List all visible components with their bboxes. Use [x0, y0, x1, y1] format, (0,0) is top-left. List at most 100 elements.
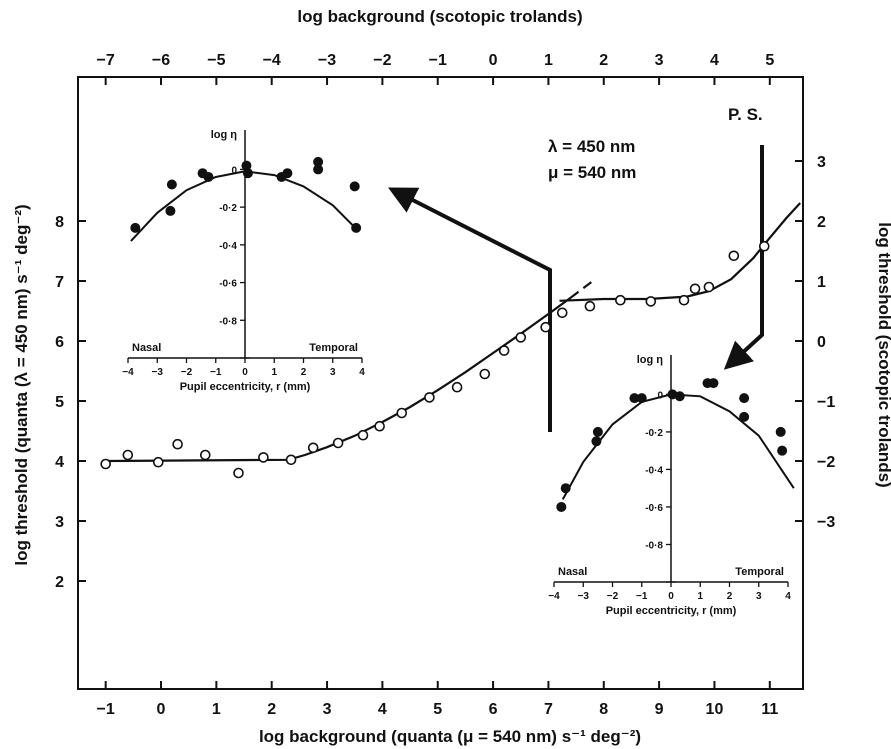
- inset-data-point: [130, 222, 141, 233]
- inset-x-tick-label: −3: [578, 591, 590, 602]
- inset-data-point: [777, 445, 788, 456]
- inset-y-tick-label: -0·2: [219, 203, 237, 214]
- y-tick-label: 5: [55, 394, 64, 411]
- top-tick-label: 5: [765, 52, 774, 69]
- threshold-data-point: [233, 467, 244, 479]
- template-fit-curve: [105, 296, 572, 463]
- threshold-data-point: [100, 458, 111, 470]
- inset-data-point: [242, 168, 253, 179]
- inset-data-point: [313, 156, 324, 167]
- background-wavelength-annotation: μ = 540 nm: [548, 163, 636, 182]
- inset-y-tick-label: -0·4: [645, 465, 663, 476]
- threshold-data-point: [307, 442, 319, 454]
- threshold-data-point: [584, 300, 596, 312]
- right-tick-label: 3: [817, 154, 826, 171]
- inset-x-tick-label: 4: [785, 591, 791, 602]
- threshold-data-point: [678, 294, 690, 306]
- inset-x-tick-label: −3: [152, 367, 164, 378]
- threshold-data-point: [615, 294, 626, 306]
- y-tick-label: 4: [55, 454, 64, 471]
- inset-data-point: [775, 426, 786, 437]
- inset-x-axis-label: Pupil eccentricity, r (mm): [180, 381, 311, 393]
- inset-x-tick-label: 3: [756, 591, 762, 602]
- left-axis-title: log threshold (quanta (λ = 450 nm) s⁻¹ d…: [12, 204, 31, 565]
- top-tick-label: −2: [373, 52, 391, 69]
- top-tick-label: 0: [489, 52, 498, 69]
- template-fit-curve: [559, 202, 802, 302]
- right-axis-title: log threshold (scotopic trolands): [875, 222, 891, 487]
- inset-x-tick-label: −2: [181, 367, 193, 378]
- right-tick-label: 1: [817, 274, 826, 291]
- threshold-data-point: [152, 456, 164, 468]
- inset-x-axis-label: Pupil eccentricity, r (mm): [606, 605, 737, 617]
- inset-nasal-label: Nasal: [132, 342, 161, 354]
- top-tick-label: 1: [544, 52, 553, 69]
- inset-x-tick-label: −4: [548, 591, 560, 602]
- inset-data-point: [674, 391, 685, 402]
- threshold-data-point: [728, 250, 740, 262]
- inset-data-point: [241, 160, 252, 171]
- right-callout-arrow: [723, 145, 764, 370]
- wavelength-annotation: λ = 450 nm: [548, 137, 635, 156]
- inset-y-tick-label: -0·8: [219, 316, 237, 327]
- top-tick-label: 4: [710, 52, 719, 69]
- subject-label: P. S.: [728, 105, 763, 124]
- inset-right-plot: −4 −3 −2 −1 0 1 2 3 4 0 -0·2 -0·4 -0·6 -0·8 log η Nasal…: [548, 354, 795, 617]
- left-callout-arrow: [388, 187, 552, 432]
- y-tick-label: 6: [55, 334, 64, 351]
- top-tick-label: 3: [655, 52, 664, 69]
- inset-data-point: [708, 378, 719, 389]
- threshold-data-point: [424, 392, 435, 403]
- inset-y-tick-label: 0: [231, 165, 237, 176]
- inset-temporal-label: Temporal: [309, 342, 358, 354]
- inset-x-tick-label: 0: [668, 591, 674, 602]
- inset-x-tick-label: 1: [271, 367, 277, 378]
- inset-data-point: [629, 393, 640, 404]
- template-fit-curve: [569, 280, 594, 299]
- inset-data-point: [313, 164, 324, 175]
- threshold-data-point: [479, 368, 491, 380]
- top-tick-label: −6: [152, 52, 170, 69]
- right-tick-label: −1: [817, 394, 835, 411]
- inset-data-point: [739, 411, 750, 422]
- x-tick-label: 4: [378, 701, 387, 718]
- top-tick-label: −1: [429, 52, 447, 69]
- inset-data-point: [591, 436, 602, 447]
- x-tick-label: 6: [489, 701, 498, 718]
- inset-left-plot: −4 −3 −2 −1 0 1 2 3 4 0 -0·2 -0·4 -0·6 -0·8 log η Nasal…: [122, 129, 365, 393]
- top-axis-title: log background (scotopic trolands): [297, 7, 582, 26]
- threshold-data-point: [396, 407, 408, 419]
- inset-x-tick-label: 1: [697, 591, 703, 602]
- inset-x-tick-label: −1: [210, 367, 222, 378]
- inset-data-point: [351, 222, 362, 233]
- inset-x-tick-label: 0: [242, 367, 248, 378]
- x-tick-label: −1: [97, 701, 115, 718]
- y-tick-label: 7: [55, 274, 64, 291]
- threshold-data-point: [758, 240, 770, 252]
- threshold-data-point: [540, 321, 551, 333]
- right-tick-label: 0: [817, 334, 826, 351]
- x-tick-label: 9: [655, 701, 664, 718]
- plot-frame: [77, 76, 804, 690]
- inset-x-tick-label: 2: [727, 591, 733, 602]
- inset-y-axis-label: log η: [211, 129, 238, 141]
- threshold-data-point: [374, 420, 385, 432]
- threshold-data-point: [258, 452, 269, 463]
- inset-data-point: [739, 393, 750, 404]
- inset-y-axis-label: log η: [637, 354, 664, 366]
- x-tick-label: 8: [599, 701, 608, 718]
- threshold-data-point: [357, 429, 369, 441]
- inset-data-point: [556, 501, 567, 512]
- inset-temporal-label: Temporal: [735, 566, 784, 578]
- x-tick-label: 11: [761, 701, 778, 718]
- inset-x-tick-label: 4: [359, 367, 365, 378]
- threshold-data-point: [556, 307, 568, 319]
- main-plot: −1 0 1 2 3 4 5 6 7 8 9 10 11−7 −6 −5 −4 −3 −2 −1 0 1 2 3 4 52345…: [55, 52, 835, 718]
- top-tick-label: 2: [599, 52, 608, 69]
- right-tick-label: −2: [817, 454, 835, 471]
- inset-data-point: [203, 171, 214, 182]
- threshold-data-point: [689, 283, 701, 295]
- threshold-data-point: [498, 345, 510, 356]
- inset-x-tick-label: −1: [636, 591, 648, 602]
